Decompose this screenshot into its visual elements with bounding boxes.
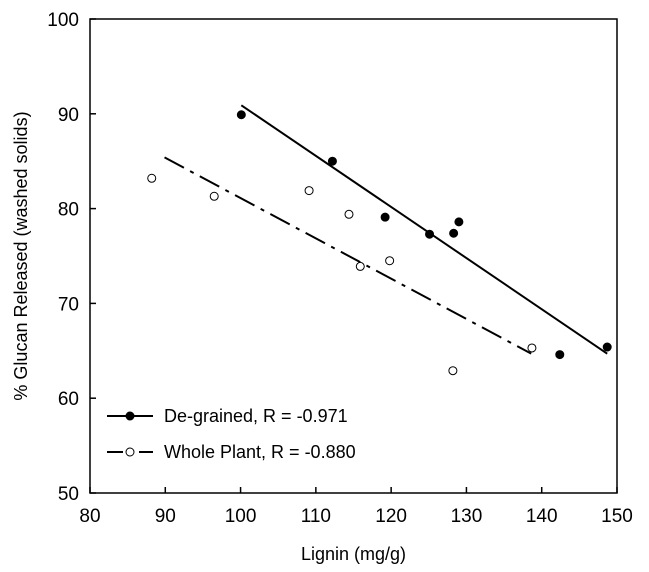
y-tick-label: 100 [47,10,79,31]
x-tick-label: 100 [225,506,257,527]
whole-plant-data-point [344,209,354,219]
legend-label: Whole Plant, R = -0.880 [164,442,356,462]
x-tick-label: 110 [301,506,331,527]
plot-area-frame [89,18,618,494]
degrained-data-point [602,342,612,352]
x-tick-label: 140 [526,506,558,527]
whole-plant-data-point [385,256,395,266]
legend-marker [125,447,135,457]
whole-plant-data-point [448,366,458,376]
degrained-data-point [555,350,565,360]
whole-plant-data-point [209,191,219,201]
y-tick-label: 80 [58,200,79,221]
legend: De-grained, R = -0.971 Whole Plant, R = -… [107,406,356,462]
degrained-data-point [380,212,390,222]
x-tick-label: 90 [155,506,176,527]
whole-plant-data-point [527,343,537,353]
x-tick-label: 150 [601,506,633,527]
x-tick-label: 80 [79,506,100,527]
degrained-fit-line [240,104,608,355]
y-tick-label: 90 [58,105,79,126]
degrained-data-point [327,156,337,166]
y-axis-title: % Glucan Released (washed solids) [11,111,31,400]
whole-plant-fit-line [164,156,532,355]
x-tick-label: 130 [451,506,483,527]
whole-plant-data-point [147,173,157,183]
y-tick-label: 50 [58,484,79,505]
y-tick-label: 60 [58,389,79,410]
y-tick-label: 70 [58,294,79,315]
legend-marker [125,411,135,421]
x-axis-title: Lignin (mg/g) [301,544,406,564]
degrained-data-point [454,217,464,227]
x-tick-label: 120 [375,506,407,527]
whole-plant-data-point [355,261,365,271]
degrained-data-point [236,110,246,120]
whole-plant-data-point [304,186,314,196]
legend-label: De-grained, R = -0.971 [164,406,348,426]
degrained-data-point [449,228,459,238]
degrained-data-point [425,229,435,239]
